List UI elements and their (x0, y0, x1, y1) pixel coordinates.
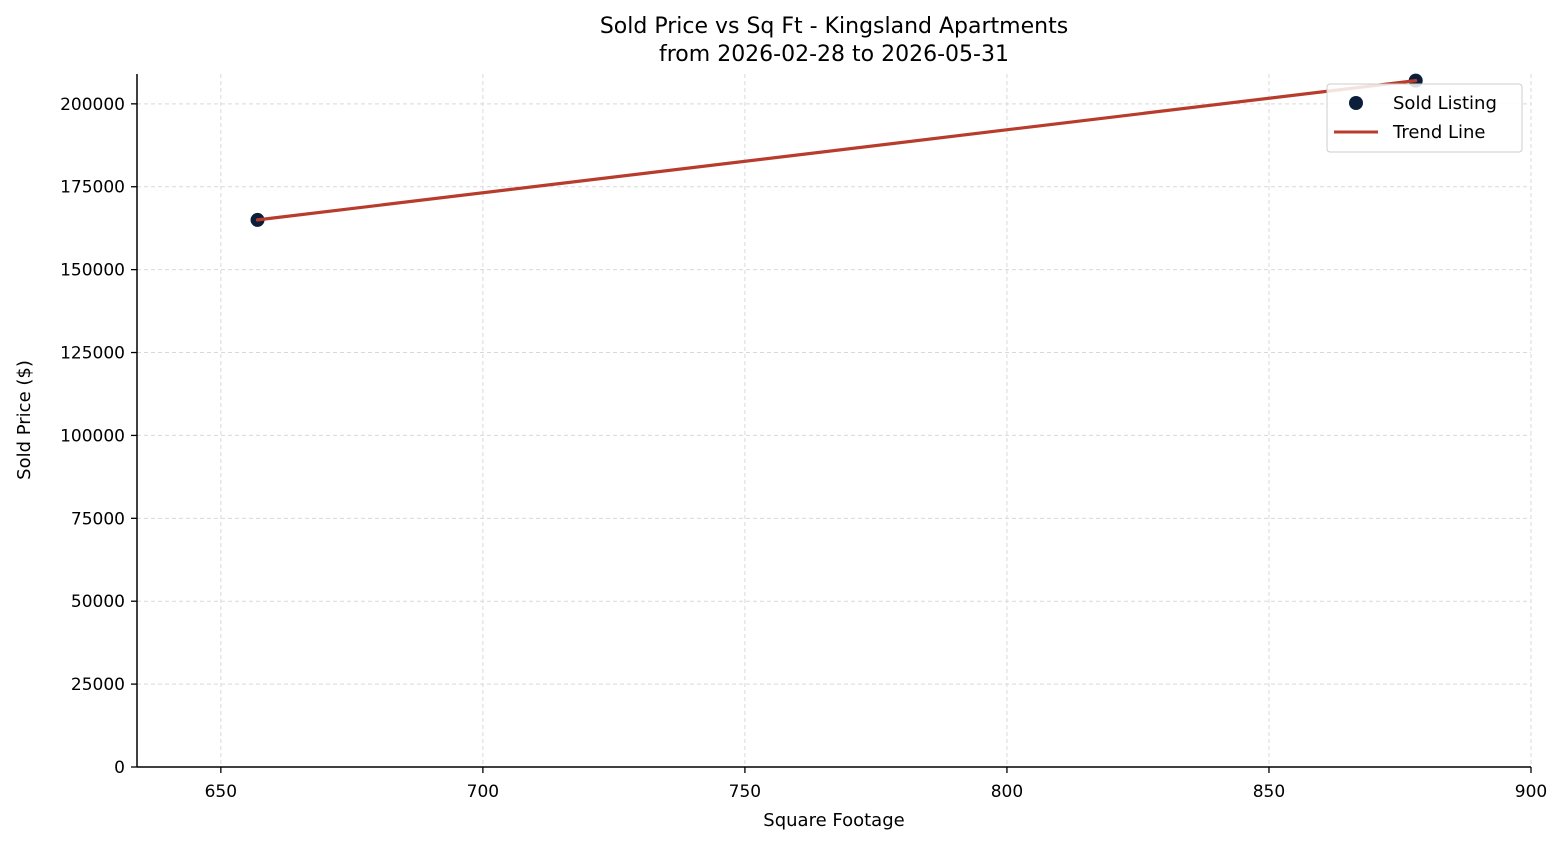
x-tick-label: 700 (467, 782, 499, 802)
legend-marker-sold-listing (1349, 96, 1363, 110)
legend-label-trend-line: Trend Line (1392, 122, 1486, 143)
chart-title: Sold Price vs Sq Ft - Kingsland Apartmen… (600, 14, 1068, 39)
ticks-layer: 650 700 750 800 850 900 0 25000 50000 75000 100000… (60, 95, 1547, 802)
legend: Sold Listing Trend Line (1326, 83, 1523, 153)
y-tick-label: 0 (114, 758, 125, 778)
y-tick-label: 25000 (71, 675, 125, 695)
series-layer (250, 73, 1423, 227)
x-tick-label: 650 (205, 782, 237, 802)
chart-subtitle: from 2026-02-28 to 2026-05-31 (659, 42, 1009, 67)
y-tick-label: 75000 (71, 509, 125, 529)
y-tick-label: 100000 (60, 426, 125, 446)
x-tick-label: 750 (729, 782, 761, 802)
legend-label-sold-listing: Sold Listing (1393, 93, 1497, 114)
grid-layer (137, 74, 1532, 768)
y-tick-label: 200000 (60, 95, 125, 115)
y-axis-label: Sold Price ($) (14, 360, 35, 480)
trend-line (255, 79, 1418, 222)
axes-layer (136, 74, 1531, 768)
y-tick-label: 125000 (60, 344, 125, 364)
y-tick-label: 175000 (60, 178, 125, 198)
x-axis-label: Square Footage (763, 810, 904, 831)
y-tick-label: 150000 (60, 261, 125, 281)
y-tick-label: 50000 (71, 592, 125, 612)
x-tick-label: 900 (1515, 782, 1547, 802)
x-tick-label: 800 (991, 782, 1023, 802)
x-tick-label: 850 (1253, 782, 1285, 802)
legend-box (1326, 83, 1523, 153)
